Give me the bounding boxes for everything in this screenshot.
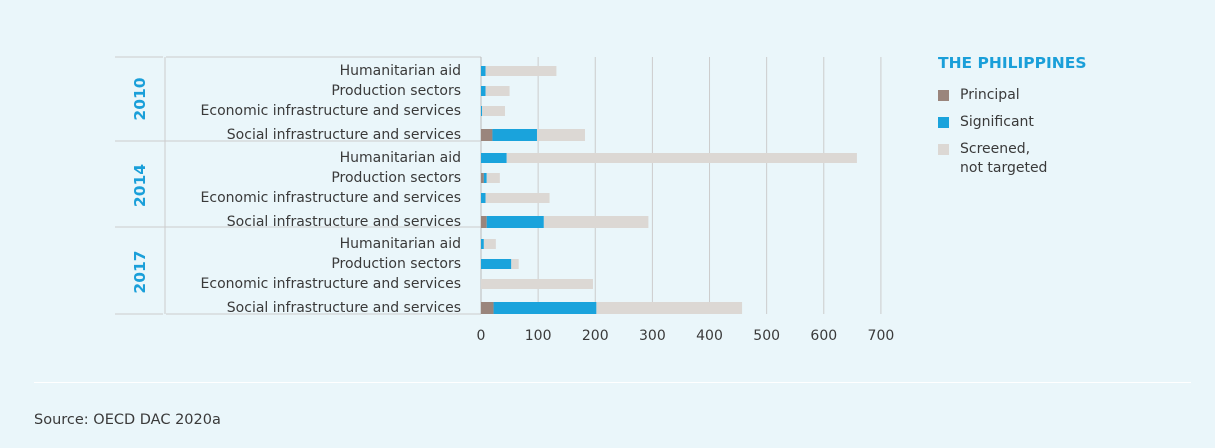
category-label: Social infrastructure and services [227, 127, 461, 143]
category-label: Humanitarian aid [340, 63, 461, 79]
category-label: Production sectors [331, 256, 461, 272]
bar-principal [481, 173, 484, 183]
legend-item-principal: Principal [938, 86, 1198, 105]
source-note: Source: OECD DAC 2020a [34, 412, 221, 428]
x-tick-label: 500 [753, 328, 780, 344]
bar-significant [481, 193, 486, 203]
footer-divider [34, 382, 1191, 383]
legend-item-significant: Significant [938, 113, 1198, 132]
category-label: Social infrastructure and services [227, 214, 461, 230]
bar-significant [494, 302, 597, 314]
legend-label-significant: Significant [960, 114, 1034, 130]
x-tick-label: 700 [868, 328, 895, 344]
legend-label-principal: Principal [960, 87, 1020, 103]
chart-svg: 2010 Humanitarian aid Production sectors Ec… [0, 0, 930, 350]
bar-significant [481, 66, 486, 76]
x-tick-label: 100 [525, 328, 552, 344]
year-label: 2017 [131, 250, 149, 293]
x-tick-label: 200 [582, 328, 609, 344]
bar-screened [486, 86, 510, 96]
bar-significant [492, 129, 537, 141]
bar-screened [481, 279, 593, 289]
legend-title: THE PHILIPPINES [938, 54, 1198, 72]
bar-significant [481, 239, 484, 249]
bar-screened [596, 302, 742, 314]
bar-screened [487, 173, 500, 183]
x-tick-label: 600 [810, 328, 837, 344]
bar-screened [537, 129, 585, 141]
legend-item-screened: Screened, not targeted [938, 140, 1198, 178]
legend-swatch-significant [938, 117, 949, 128]
category-label: Production sectors [331, 170, 461, 186]
category-label: Economic infrastructure and services [201, 103, 461, 119]
bar-screened [507, 153, 857, 163]
year-label: 2014 [131, 164, 149, 207]
x-tick-label: 400 [696, 328, 723, 344]
category-label: Economic infrastructure and services [201, 276, 461, 292]
bar-screened [484, 239, 496, 249]
bar-screened [544, 216, 649, 228]
bar-significant [481, 259, 511, 269]
bar-screened [482, 106, 505, 116]
legend-swatch-screened [938, 144, 949, 155]
bar-principal [481, 216, 487, 228]
bar-significant [487, 216, 544, 228]
bar-screened [486, 66, 557, 76]
legend-label-screened: Screened, not targeted [960, 141, 1047, 176]
bar-principal [481, 129, 492, 141]
bar-screened [511, 259, 518, 269]
bar-significant [481, 86, 486, 96]
category-label: Economic infrastructure and services [201, 190, 461, 206]
year-label: 2010 [131, 77, 149, 120]
category-label: Social infrastructure and services [227, 300, 461, 316]
x-tick-label: 0 [477, 328, 486, 344]
x-tick-label: 300 [639, 328, 666, 344]
bar-principal [481, 302, 494, 314]
bar-significant [481, 106, 482, 116]
category-label: Humanitarian aid [340, 150, 461, 166]
bar-significant [481, 153, 507, 163]
category-label: Production sectors [331, 83, 461, 99]
legend-swatch-principal [938, 90, 949, 101]
bar-screened [486, 193, 550, 203]
legend: THE PHILIPPINES Principal Significant Sc… [938, 54, 1198, 186]
bar-significant [484, 173, 487, 183]
category-label: Humanitarian aid [340, 236, 461, 252]
